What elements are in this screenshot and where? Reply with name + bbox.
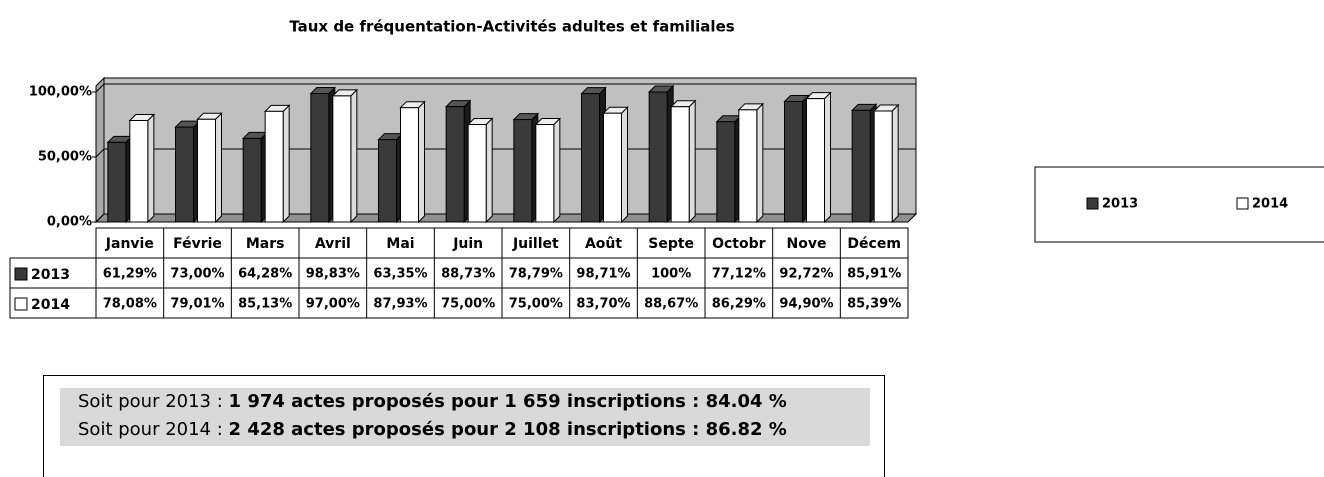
bar [806,98,825,223]
table-value: 78,79% [509,267,563,282]
chart-title: Taux de fréquentation-Activités adultes … [289,18,734,36]
x-tick-label: Octobr [712,236,766,252]
bar-side [824,91,831,224]
legend-label: 2014 [1252,197,1288,212]
note-text: Soit pour 2013 : 1 974 actes proposés po… [60,388,870,446]
bar [873,110,893,223]
table-value: 78,08% [103,297,157,312]
note-line: Soit pour 2014 : 2 428 actes proposés po… [78,416,870,444]
bar [670,106,690,223]
bar-side [688,99,696,224]
x-tick-label: Juin [452,236,483,252]
bar-side [282,104,290,224]
table-value: 75,00% [509,297,563,312]
table-row-header: 2014 [31,297,70,313]
table-value: 63,35% [373,267,427,282]
note-bold: 1 974 actes proposés pour 1 659 inscript… [228,391,787,412]
bar [197,118,216,223]
bar-side [621,105,628,224]
bar [310,93,330,223]
note-box: Soit pour 2013 : 1 974 actes proposés po… [43,375,885,477]
bar-side [891,103,899,224]
table-value: 61,29% [103,267,157,282]
table-value: 75,00% [441,297,495,312]
bar [581,93,600,223]
bar [242,137,262,223]
bar-side [350,88,358,224]
bar [378,139,397,223]
note-line: Soit pour 2013 : 1 974 actes proposés po… [78,388,870,416]
legend-key [1236,197,1249,210]
bar-side [215,112,222,224]
note-bold: 2 428 actes proposés pour 2 108 inscript… [228,419,787,440]
bar-side [553,117,561,224]
bar [603,112,622,223]
table-value: 64,28% [238,267,292,282]
table-value: 85,91% [847,267,901,282]
table-legend-key [14,297,28,311]
table-value: 94,90% [779,297,833,312]
bar [445,106,465,223]
y-tick-label: 0,00% [47,215,92,230]
legend-label: 2013 [1102,197,1138,212]
x-tick-label: Septe [648,236,694,252]
bar-side [418,100,425,224]
table-value: 100% [651,267,691,282]
bar [175,126,194,223]
table-value: 86,29% [712,297,766,312]
bar [648,91,668,223]
note-prefix: Soit pour 2014 : [78,419,223,440]
table-value: 83,70% [576,297,630,312]
bar [851,109,871,223]
bar-side [147,113,155,224]
x-tick-label: Décem [847,236,901,252]
x-tick-label: Mai [386,236,414,252]
table-value: 88,73% [441,267,495,282]
table-value: 77,12% [712,267,766,282]
bar [400,107,419,223]
grid-line [95,83,916,93]
grid-line [95,213,916,223]
bar-side [756,102,764,224]
y-tick-label: 50,00% [38,150,92,165]
x-tick-label: Janvie [105,236,154,252]
table-value: 98,83% [306,267,360,282]
table-value: 98,71% [576,267,630,282]
table-value: 85,39% [847,297,901,312]
bar [264,110,284,223]
bar [332,95,352,223]
bar-side [485,117,493,224]
table-row-header: 2013 [31,267,70,283]
grid-line [95,148,916,158]
x-tick-label: Avril [315,236,351,252]
x-tick-label: Févrie [173,236,222,252]
x-tick-label: Juillet [512,236,559,252]
table-value: 97,00% [306,297,360,312]
y-tick-label: 100,00% [29,85,92,100]
bar [467,124,487,223]
table-value: 87,93% [373,297,427,312]
legend-box [1034,166,1324,243]
bar [716,121,736,223]
table-value: 79,01% [170,297,224,312]
x-tick-label: Mars [246,236,285,252]
table-value: 88,67% [644,297,698,312]
bar [535,124,555,223]
bar [738,109,758,223]
bar [784,100,803,223]
bar [513,119,533,223]
table-value: 85,13% [238,297,292,312]
note-prefix: Soit pour 2013 : [78,391,223,412]
x-tick-label: Nove [787,236,827,252]
table-value: 73,00% [170,267,224,282]
table-legend-key [14,267,28,281]
bar [129,119,149,223]
table-value: 92,72% [779,267,833,282]
x-tick-label: Août [585,236,622,252]
legend-key [1086,197,1099,210]
bar [107,141,127,223]
